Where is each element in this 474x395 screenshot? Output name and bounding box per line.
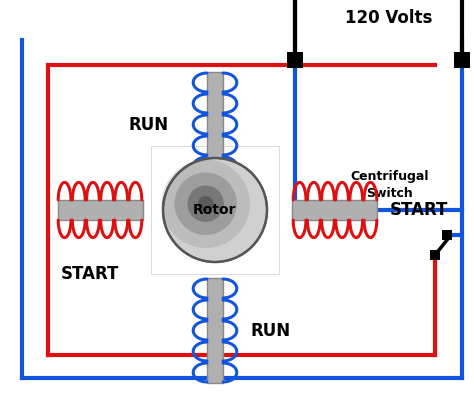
Text: START: START bbox=[390, 201, 448, 219]
Bar bbox=[287, 52, 303, 68]
Circle shape bbox=[198, 196, 213, 212]
Bar bbox=[292, 200, 377, 220]
Bar bbox=[57, 200, 143, 220]
Bar bbox=[207, 278, 223, 383]
Text: RUN: RUN bbox=[129, 115, 169, 134]
Circle shape bbox=[174, 173, 237, 235]
Bar bbox=[430, 250, 440, 260]
Text: Centrifugal
Switch: Centrifugal Switch bbox=[351, 170, 429, 200]
Bar bbox=[454, 52, 470, 68]
Circle shape bbox=[187, 186, 224, 222]
Text: RUN: RUN bbox=[251, 322, 291, 339]
Circle shape bbox=[162, 160, 250, 248]
Text: Rotor: Rotor bbox=[193, 203, 237, 217]
Circle shape bbox=[163, 158, 267, 262]
Bar bbox=[442, 230, 452, 240]
Bar bbox=[207, 72, 223, 177]
Text: 120 Volts: 120 Volts bbox=[345, 9, 432, 27]
Bar bbox=[151, 146, 279, 274]
Text: START: START bbox=[61, 265, 119, 283]
